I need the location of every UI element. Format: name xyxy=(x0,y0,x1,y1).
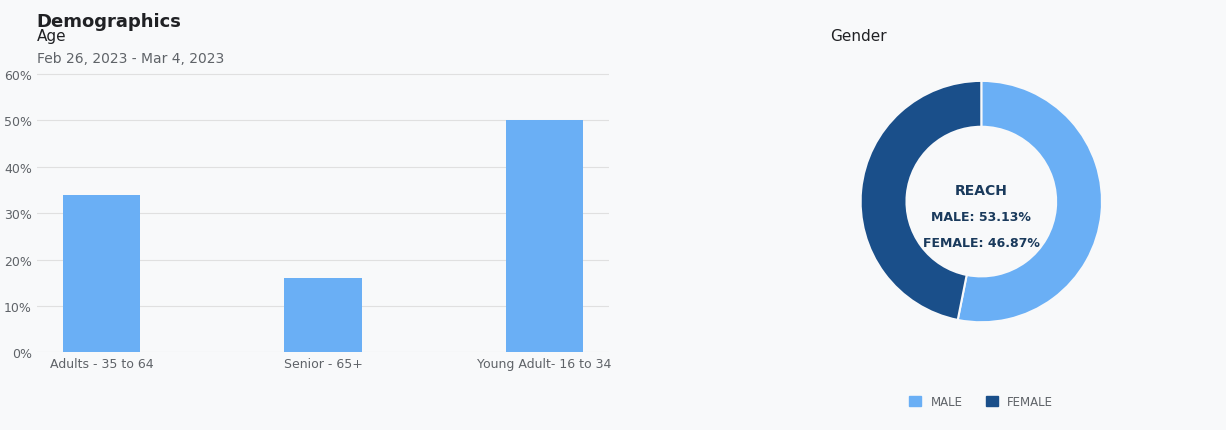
Text: REACH: REACH xyxy=(955,183,1008,197)
Bar xyxy=(505,121,584,353)
Text: MALE: 53.13%: MALE: 53.13% xyxy=(932,210,1031,223)
Text: Age: Age xyxy=(37,28,66,43)
Text: Gender: Gender xyxy=(830,28,888,43)
Text: Feb 26, 2023 - Mar 4, 2023: Feb 26, 2023 - Mar 4, 2023 xyxy=(37,52,224,65)
Wedge shape xyxy=(958,82,1102,322)
Bar xyxy=(63,195,140,353)
Text: FEMALE: 46.87%: FEMALE: 46.87% xyxy=(923,237,1040,249)
Legend: MALE, FEMALE: MALE, FEMALE xyxy=(905,390,1058,413)
Wedge shape xyxy=(861,82,981,320)
Text: Demographics: Demographics xyxy=(37,13,181,31)
Bar xyxy=(284,279,362,353)
